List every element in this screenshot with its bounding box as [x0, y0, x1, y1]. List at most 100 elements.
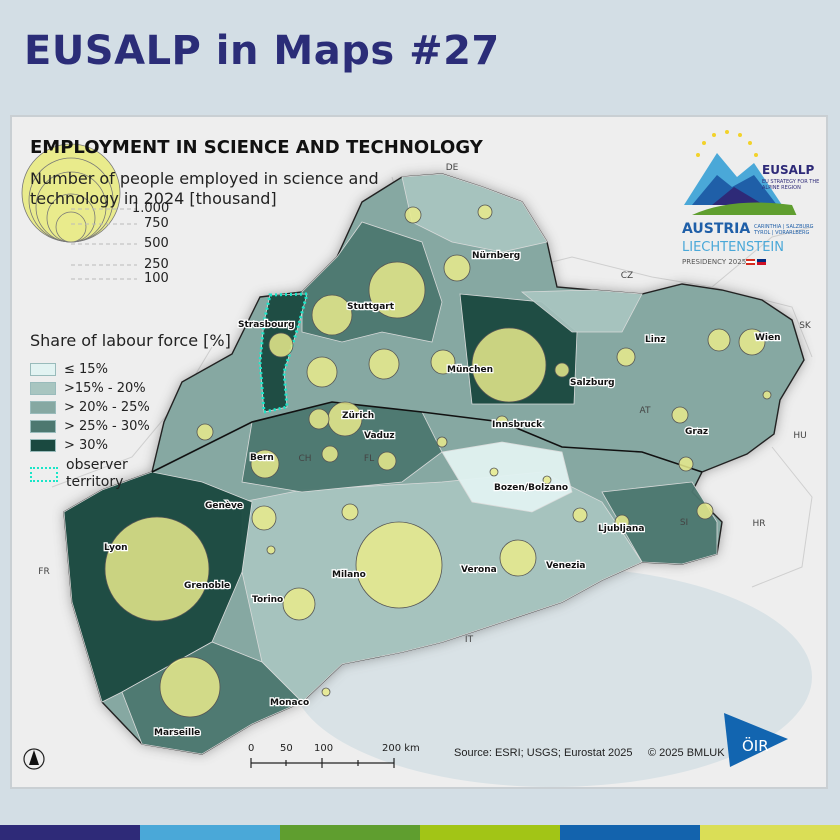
- size-legend-circle: [55, 211, 87, 243]
- employment-bubble: [542, 475, 552, 485]
- size-legend-label: 500: [144, 236, 169, 251]
- region-1: [441, 441, 573, 513]
- employment-bubble: [762, 390, 772, 400]
- employment-bubble: [499, 539, 537, 577]
- employment-bubble: [251, 505, 277, 531]
- legend-class-4: > 25% - 30%: [30, 419, 150, 434]
- logo-austria: AUSTRIA: [682, 221, 751, 237]
- employment-bubble: [368, 261, 426, 319]
- employment-bubble: [471, 327, 547, 403]
- city-label: Zürich: [342, 411, 374, 421]
- employment-bubble: [268, 332, 294, 358]
- size-legend-label: 750: [144, 216, 169, 231]
- employment-bubble: [707, 328, 731, 352]
- legend-class-2: >15% - 20%: [30, 381, 146, 396]
- map-panel: DE CZ SK AT HU HR SI FR IT CH FL Stuttgart Nürnberg S…: [10, 115, 828, 789]
- city-label: Lyon: [104, 543, 128, 553]
- city-label: Stuttgart: [347, 302, 395, 312]
- legend-swatch: [30, 382, 56, 395]
- logo-presidency: PRESIDENCY 2025: [682, 258, 747, 266]
- scale-tick-label: 100: [314, 743, 334, 754]
- employment-bubble: [554, 362, 570, 378]
- stripe-segment: [560, 825, 700, 840]
- country-label: SK: [799, 321, 812, 331]
- city-label: Wien: [755, 333, 781, 343]
- map-canvas[interactable]: DE CZ SK AT HU HR SI FR IT CH FL Stuttgart Nürnberg S…: [12, 117, 826, 787]
- logo-brand: EUSALP: [762, 163, 815, 177]
- scale-bar: [250, 758, 395, 768]
- employment-bubble: [738, 328, 766, 356]
- national-border: [151, 401, 703, 473]
- austria-flag-icon: [746, 259, 755, 265]
- employment-bubble: [321, 687, 331, 697]
- map-subtitle: Number of people employed in science and…: [30, 169, 379, 208]
- country-label: DE: [446, 163, 459, 173]
- employment-bubbles: [104, 204, 772, 718]
- employment-bubble: [572, 507, 588, 523]
- city-label: Grenoble: [184, 581, 230, 591]
- legend-label: ≤ 15%: [64, 362, 108, 377]
- copyright-note: © 2025 BMLUK: [648, 747, 725, 759]
- legend-label: > 20% - 25%: [64, 400, 150, 415]
- city-label: Innsbruck: [492, 420, 543, 430]
- employment-bubble: [306, 356, 338, 388]
- employment-bubble: [430, 349, 456, 375]
- scale-tick-label: 0: [248, 743, 255, 754]
- employment-bubble: [495, 415, 509, 429]
- scale-tick-label: 50: [280, 743, 293, 754]
- oir-logo: [724, 713, 788, 767]
- share-legend-title: Share of labour force [%]: [30, 331, 231, 350]
- stripe-segment: [0, 825, 140, 840]
- page-title: EUSALP in Maps #27: [24, 28, 500, 74]
- liechtenstein-flag-icon: [757, 259, 766, 265]
- city-label: Bern: [250, 453, 274, 463]
- legend-class-1: ≤ 15%: [30, 362, 108, 377]
- city-label: Venezia: [546, 561, 586, 571]
- region-8: [520, 289, 643, 333]
- logo-regions: CARINTHIA | SALZBURG TYROL | VORARLBERG: [754, 224, 814, 236]
- city-label: Linz: [645, 335, 665, 345]
- size-legend-label: 100: [144, 271, 169, 286]
- country-label: FR: [38, 567, 49, 577]
- employment-bubble: [404, 206, 422, 224]
- legend-label: >15% - 20%: [64, 381, 146, 396]
- legend-swatch: [30, 363, 56, 376]
- employment-bubble: [368, 348, 400, 380]
- employment-bubble: [477, 204, 493, 220]
- employment-bubble: [377, 451, 397, 471]
- country-label: SI: [680, 518, 688, 528]
- oir-logo-text: ÖIR: [742, 737, 769, 755]
- north-arrow-icon: [23, 748, 45, 770]
- legend-class-5: > 30%: [30, 438, 108, 453]
- logo-liechtenstein: LIECHTENSTEIN: [682, 240, 784, 255]
- employment-bubble: [696, 502, 714, 520]
- city-label: Bozen/Bolzano: [494, 483, 568, 493]
- city-label: Ljubljana: [598, 524, 644, 534]
- employment-bubble: [308, 408, 330, 430]
- city-label: Torino: [252, 595, 283, 605]
- city-label: Vaduz: [364, 431, 395, 441]
- employment-bubble: [311, 294, 353, 336]
- city-label: Milano: [332, 570, 366, 580]
- city-label: Monaco: [270, 698, 309, 708]
- logo-tagline: EU STRATEGY FOR THE ALPINE REGION: [762, 179, 820, 191]
- employment-bubble: [678, 456, 694, 472]
- legend-swatch: [30, 439, 56, 452]
- employment-bubble: [489, 467, 499, 477]
- employment-bubble: [266, 545, 276, 555]
- size-legend-label: 1.000: [132, 201, 170, 216]
- city-label: Salzburg: [570, 378, 615, 388]
- stripe-segment: [700, 825, 840, 840]
- region-5: [601, 481, 718, 565]
- city-label: Nürnberg: [472, 251, 520, 261]
- employment-bubble: [671, 406, 689, 424]
- map-title: EMPLOYMENT IN SCIENCE AND TECHNOLOGY: [30, 137, 483, 158]
- employment-bubble: [250, 449, 280, 479]
- country-label: IT: [465, 635, 474, 645]
- employment-bubble: [104, 516, 210, 622]
- country-label: AT: [640, 406, 651, 416]
- size-legend-label: 250: [144, 257, 169, 272]
- legend-label: > 25% - 30%: [64, 419, 150, 434]
- employment-bubble: [436, 436, 448, 448]
- legend-class-3: > 20% - 25%: [30, 400, 150, 415]
